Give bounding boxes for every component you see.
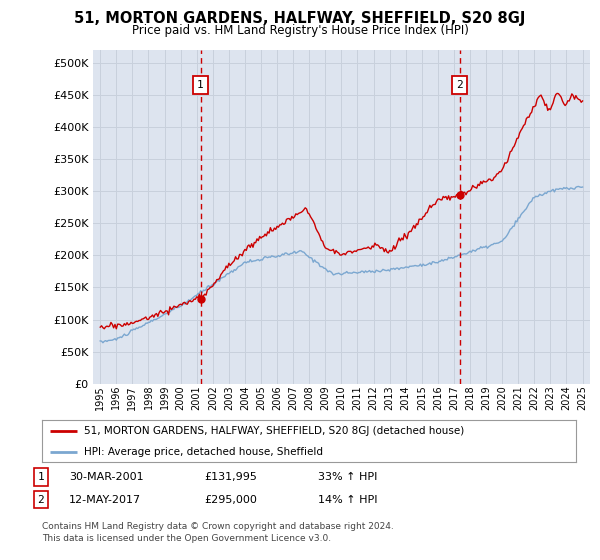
Text: 30-MAR-2001: 30-MAR-2001 [69,472,143,482]
Text: 14% ↑ HPI: 14% ↑ HPI [318,494,377,505]
Text: 1: 1 [37,472,44,482]
Text: Contains HM Land Registry data © Crown copyright and database right 2024.
This d: Contains HM Land Registry data © Crown c… [42,522,394,543]
Text: 2: 2 [37,494,44,505]
Text: £295,000: £295,000 [204,494,257,505]
Text: 12-MAY-2017: 12-MAY-2017 [69,494,141,505]
Text: 51, MORTON GARDENS, HALFWAY, SHEFFIELD, S20 8GJ (detached house): 51, MORTON GARDENS, HALFWAY, SHEFFIELD, … [83,426,464,436]
Text: 51, MORTON GARDENS, HALFWAY, SHEFFIELD, S20 8GJ: 51, MORTON GARDENS, HALFWAY, SHEFFIELD, … [74,11,526,26]
Text: 2: 2 [457,81,463,90]
Text: 33% ↑ HPI: 33% ↑ HPI [318,472,377,482]
Text: Price paid vs. HM Land Registry's House Price Index (HPI): Price paid vs. HM Land Registry's House … [131,24,469,36]
Text: £131,995: £131,995 [204,472,257,482]
Text: HPI: Average price, detached house, Sheffield: HPI: Average price, detached house, Shef… [83,447,323,458]
Text: 1: 1 [197,81,204,90]
